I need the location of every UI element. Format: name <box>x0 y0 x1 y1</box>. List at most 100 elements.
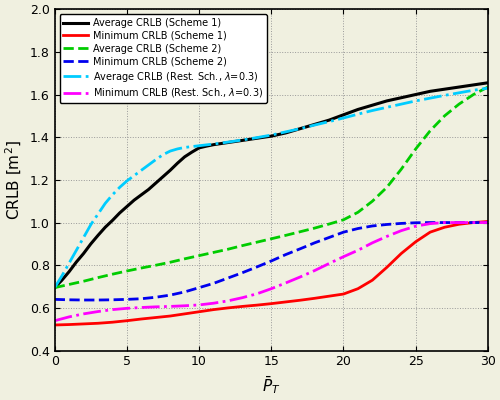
Average CRLB (Rest. Sch., $\lambda$=0.3) <box>254 135 260 140</box>
Average CRLB (Scheme 2) <box>312 226 318 230</box>
Minimum CRLB (Scheme 1) <box>66 322 72 327</box>
Minimum CRLB (Scheme 2) <box>427 220 433 225</box>
Minimum CRLB (Rest. Sch., $\lambda$=0.3) <box>355 248 361 253</box>
Average CRLB (Scheme 2) <box>153 263 159 268</box>
Minimum CRLB (Scheme 1) <box>456 222 462 227</box>
Minimum CRLB (Rest. Sch., $\lambda$=0.3) <box>196 302 202 307</box>
Minimum CRLB (Scheme 1) <box>442 225 448 230</box>
Average CRLB (Scheme 2) <box>182 256 188 261</box>
Average CRLB (Rest. Sch., $\lambda$=0.3) <box>131 173 137 178</box>
Minimum CRLB (Scheme 1) <box>240 304 246 309</box>
Average CRLB (Scheme 2) <box>470 92 476 97</box>
Line: Minimum CRLB (Rest. Sch., $\lambda$=0.3): Minimum CRLB (Rest. Sch., $\lambda$=0.3) <box>54 222 488 321</box>
Average CRLB (Rest. Sch., $\lambda$=0.3) <box>160 152 166 157</box>
Minimum CRLB (Scheme 1) <box>268 301 274 306</box>
Minimum CRLB (Scheme 2) <box>442 220 448 225</box>
Minimum CRLB (Scheme 1) <box>398 251 404 256</box>
Minimum CRLB (Scheme 1) <box>196 309 202 314</box>
Minimum CRLB (Scheme 2) <box>340 230 346 234</box>
Average CRLB (Scheme 2) <box>326 222 332 226</box>
Minimum CRLB (Rest. Sch., $\lambda$=0.3) <box>268 286 274 291</box>
Average CRLB (Scheme 2) <box>80 279 86 284</box>
Average CRLB (Scheme 1) <box>95 233 101 238</box>
Average CRLB (Scheme 2) <box>52 285 58 290</box>
Minimum CRLB (Scheme 1) <box>52 322 58 327</box>
Line: Minimum CRLB (Scheme 2): Minimum CRLB (Scheme 2) <box>54 222 488 300</box>
Minimum CRLB (Scheme 1) <box>167 314 173 318</box>
Minimum CRLB (Scheme 2) <box>210 281 216 286</box>
Average CRLB (Scheme 1) <box>326 118 332 122</box>
Average CRLB (Rest. Sch., $\lambda$=0.3) <box>312 123 318 128</box>
Average CRLB (Scheme 2) <box>225 247 231 252</box>
Minimum CRLB (Rest. Sch., $\lambda$=0.3) <box>470 220 476 225</box>
Average CRLB (Rest. Sch., $\lambda$=0.3) <box>268 133 274 138</box>
Minimum CRLB (Rest. Sch., $\lambda$=0.3) <box>210 301 216 306</box>
Minimum CRLB (Scheme 1) <box>80 322 86 326</box>
Minimum CRLB (Rest. Sch., $\lambda$=0.3) <box>326 261 332 266</box>
Average CRLB (Scheme 2) <box>210 250 216 255</box>
Minimum CRLB (Scheme 1) <box>182 312 188 316</box>
Minimum CRLB (Rest. Sch., $\lambda$=0.3) <box>312 268 318 273</box>
Average CRLB (Scheme 2) <box>370 199 376 204</box>
Minimum CRLB (Rest. Sch., $\lambda$=0.3) <box>138 305 144 310</box>
Average CRLB (Rest. Sch., $\lambda$=0.3) <box>442 93 448 98</box>
Average CRLB (Scheme 2) <box>110 272 116 276</box>
Minimum CRLB (Rest. Sch., $\lambda$=0.3) <box>52 318 58 323</box>
Minimum CRLB (Scheme 2) <box>95 298 101 302</box>
Average CRLB (Scheme 1) <box>384 98 390 103</box>
Minimum CRLB (Rest. Sch., $\lambda$=0.3) <box>370 240 376 245</box>
Average CRLB (Rest. Sch., $\lambda$=0.3) <box>240 138 246 142</box>
Minimum CRLB (Scheme 2) <box>240 270 246 275</box>
Average CRLB (Scheme 1) <box>74 260 80 264</box>
Average CRLB (Scheme 1) <box>189 150 195 154</box>
Average CRLB (Rest. Sch., $\lambda$=0.3) <box>370 108 376 113</box>
Minimum CRLB (Scheme 2) <box>412 220 418 225</box>
Minimum CRLB (Rest. Sch., $\lambda$=0.3) <box>485 220 491 225</box>
Minimum CRLB (Scheme 2) <box>254 264 260 269</box>
Minimum CRLB (Scheme 2) <box>268 258 274 263</box>
Average CRLB (Rest. Sch., $\lambda$=0.3) <box>95 212 101 216</box>
Minimum CRLB (Scheme 2) <box>225 276 231 280</box>
Minimum CRLB (Rest. Sch., $\lambda$=0.3) <box>456 220 462 225</box>
Minimum CRLB (Scheme 1) <box>485 219 491 224</box>
Average CRLB (Rest. Sch., $\lambda$=0.3) <box>59 274 65 278</box>
Average CRLB (Scheme 2) <box>66 282 72 287</box>
Minimum CRLB (Rest. Sch., $\lambda$=0.3) <box>124 306 130 311</box>
Minimum CRLB (Rest. Sch., $\lambda$=0.3) <box>153 304 159 309</box>
Average CRLB (Scheme 1) <box>370 103 376 108</box>
Minimum CRLB (Scheme 1) <box>427 230 433 234</box>
Minimum CRLB (Scheme 2) <box>326 235 332 240</box>
Average CRLB (Scheme 1) <box>210 142 216 147</box>
Minimum CRLB (Rest. Sch., $\lambda$=0.3) <box>427 221 433 226</box>
Y-axis label: CRLB [m$^2$]: CRLB [m$^2$] <box>4 140 24 220</box>
Average CRLB (Scheme 2) <box>196 253 202 258</box>
Average CRLB (Rest. Sch., $\lambda$=0.3) <box>470 88 476 93</box>
Minimum CRLB (Rest. Sch., $\lambda$=0.3) <box>412 224 418 228</box>
Average CRLB (Rest. Sch., $\lambda$=0.3) <box>167 149 173 154</box>
Legend: Average CRLB (Scheme 1), Minimum CRLB (Scheme 1), Average CRLB (Scheme 2), Minim: Average CRLB (Scheme 1), Minimum CRLB (S… <box>60 14 266 103</box>
Average CRLB (Scheme 1) <box>442 87 448 92</box>
Average CRLB (Scheme 2) <box>297 229 303 234</box>
Minimum CRLB (Scheme 2) <box>153 295 159 300</box>
Minimum CRLB (Scheme 2) <box>196 285 202 290</box>
Average CRLB (Rest. Sch., $\lambda$=0.3) <box>297 126 303 131</box>
Minimum CRLB (Rest. Sch., $\lambda$=0.3) <box>254 292 260 296</box>
Average CRLB (Scheme 1) <box>153 181 159 186</box>
Average CRLB (Rest. Sch., $\lambda$=0.3) <box>427 96 433 100</box>
Minimum CRLB (Scheme 1) <box>384 265 390 270</box>
Minimum CRLB (Scheme 2) <box>384 222 390 227</box>
Minimum CRLB (Scheme 1) <box>470 220 476 225</box>
Minimum CRLB (Rest. Sch., $\lambda$=0.3) <box>167 304 173 309</box>
Minimum CRLB (Scheme 2) <box>370 224 376 228</box>
Average CRLB (Scheme 1) <box>412 92 418 97</box>
Average CRLB (Scheme 1) <box>340 112 346 117</box>
Average CRLB (Scheme 1) <box>174 161 180 166</box>
Minimum CRLB (Rest. Sch., $\lambda$=0.3) <box>297 274 303 279</box>
Average CRLB (Scheme 2) <box>355 210 361 215</box>
Average CRLB (Rest. Sch., $\lambda$=0.3) <box>116 185 122 190</box>
Average CRLB (Scheme 1) <box>88 242 94 246</box>
Minimum CRLB (Scheme 1) <box>340 292 346 296</box>
Minimum CRLB (Scheme 1) <box>254 303 260 308</box>
Minimum CRLB (Rest. Sch., $\lambda$=0.3) <box>182 303 188 308</box>
Average CRLB (Scheme 2) <box>124 268 130 273</box>
